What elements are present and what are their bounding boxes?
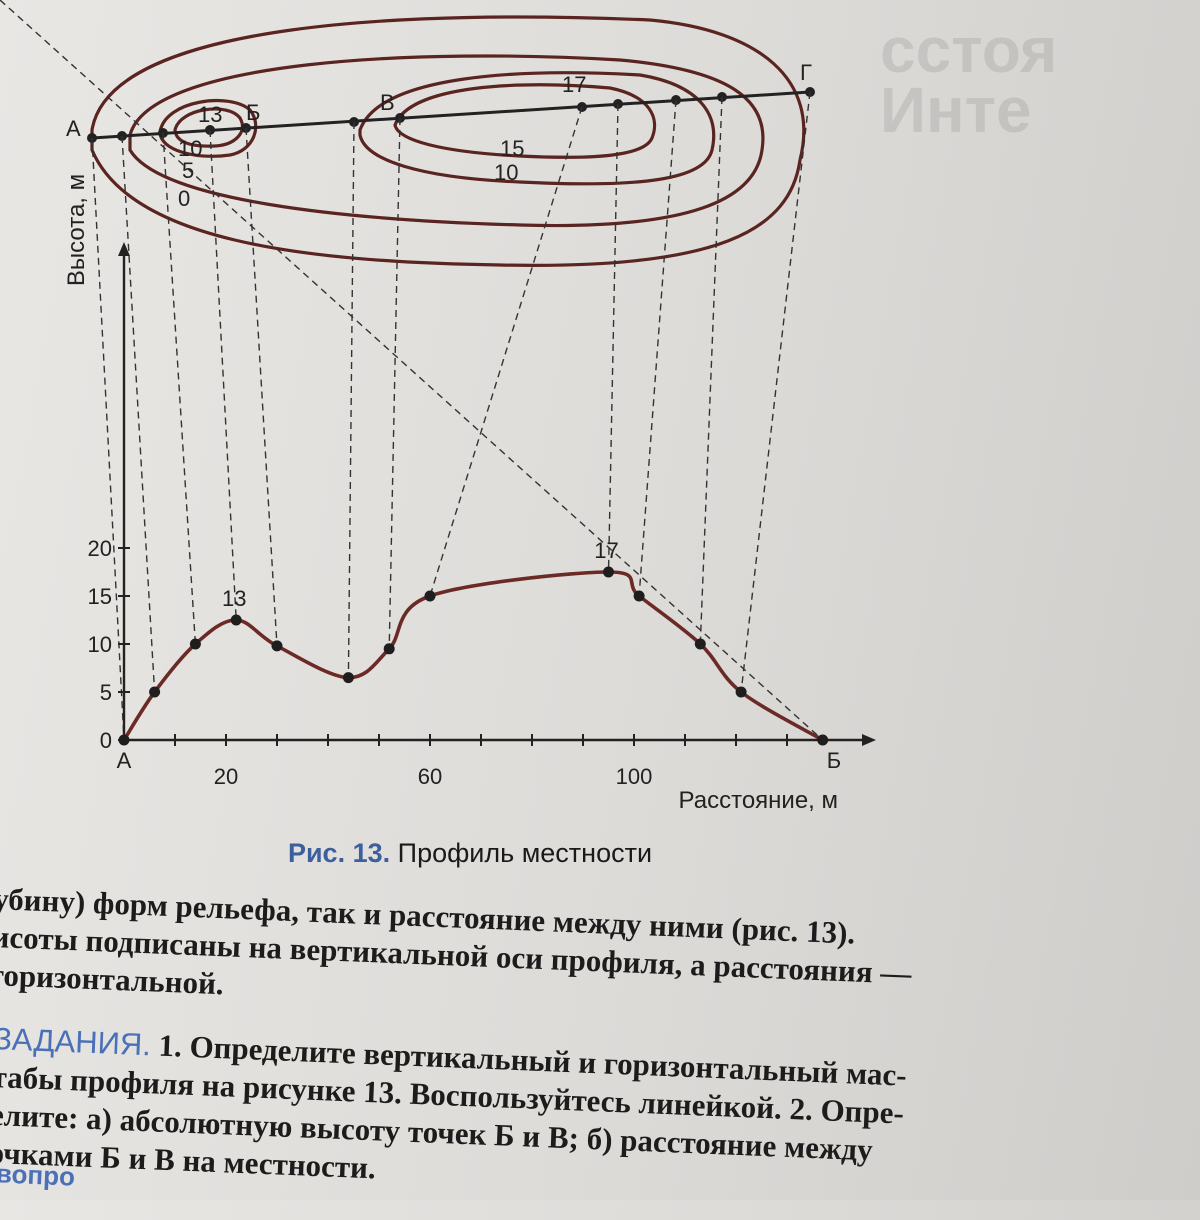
- profile-point: [735, 686, 747, 698]
- bleed-through-text: сстоя Инте: [880, 14, 1058, 146]
- y-tick-label: 20: [88, 536, 112, 561]
- tasks-block: ЗАДАНИЯ. 1. Определите вертикальный и го…: [0, 1020, 1200, 1220]
- contour-5-right: [128, 54, 765, 228]
- profile-point: [189, 638, 201, 650]
- profile-point: [230, 614, 242, 626]
- contour-label-13: 13: [198, 102, 222, 127]
- projection-guide: [607, 103, 619, 573]
- profile-point: [694, 638, 706, 650]
- contour-10-left: [158, 98, 258, 158]
- profile-point: [383, 643, 395, 655]
- x-axis-label: Расстояние, м: [679, 787, 838, 814]
- x-tick-label: 100: [616, 764, 653, 789]
- peak-annotation: 13: [222, 586, 246, 611]
- figure-caption: Рис. 13. Профиль местности: [0, 838, 940, 869]
- projection-guide: [638, 99, 677, 597]
- point-label-b: Б: [246, 100, 260, 125]
- projection-guide: [388, 117, 401, 649]
- caption-prefix: Рис.: [287, 838, 346, 868]
- projection-guide: [91, 137, 125, 741]
- next-section-heading: вопро: [0, 1158, 76, 1192]
- x-end-label-a: А: [117, 748, 132, 773]
- map-text: А Б В Г 13 10 5 0 17 15 10: [66, 60, 812, 211]
- y-tick-label: 0: [100, 728, 112, 753]
- profile-point: [342, 672, 354, 684]
- contour-outer-0: [90, 15, 806, 268]
- contour-label-17: 17: [562, 72, 586, 97]
- projection-guide: [209, 129, 237, 621]
- projection-guide: [121, 135, 156, 693]
- tasks-label: ЗАДАНИЯ.: [0, 1020, 152, 1063]
- point-label-a: А: [66, 116, 81, 141]
- profile-point: [424, 590, 436, 602]
- y-axis-arrow: [118, 242, 130, 256]
- point-label-g: Г: [800, 60, 812, 85]
- projection-guide: [347, 121, 355, 678]
- x-tick-label: 20: [214, 764, 238, 789]
- contour-15: [393, 83, 657, 159]
- profile-line-points: [87, 87, 815, 143]
- y-axis-label: Высота, м: [63, 174, 90, 286]
- contour-10-right: [358, 71, 716, 186]
- contour-13: [173, 107, 244, 148]
- profile-point: [149, 686, 161, 698]
- y-tick-label: 5: [100, 680, 112, 705]
- contour-label-10: 10: [178, 136, 202, 161]
- caption-text: Профиль местности: [397, 838, 653, 868]
- y-tick-label: 10: [88, 632, 112, 657]
- projection-guide: [740, 91, 811, 693]
- caption-number: 13.: [352, 838, 391, 868]
- body-paragraph: убину) форм рельефа, так и расстояние ме…: [0, 880, 1200, 1042]
- profile-point: [271, 640, 283, 652]
- bleed-line: сстоя: [880, 14, 1058, 86]
- profile-point: [633, 590, 645, 602]
- profile-point: [817, 734, 829, 746]
- contour-label-15: 15: [500, 136, 524, 161]
- projection-guide: [429, 106, 583, 597]
- profile-point: [603, 566, 614, 578]
- point-label-v: В: [380, 90, 395, 115]
- projection-guide: [245, 127, 278, 646]
- contour-map: [90, 15, 806, 268]
- x-tick-label: 60: [418, 764, 442, 789]
- projection-guide: [0, 0, 824, 741]
- contour-label-5: 5: [182, 158, 194, 183]
- x-end-label-b: Б: [827, 748, 841, 773]
- peak-annotation: 17: [594, 538, 618, 563]
- contour-label-10b: 10: [494, 160, 518, 185]
- contour-label-0: 0: [178, 186, 190, 211]
- profile-point: [118, 734, 130, 746]
- bleed-line: Инте: [880, 74, 1032, 146]
- projection-guide: [162, 132, 197, 645]
- x-axis-arrow: [862, 734, 876, 746]
- projection-guide: [699, 96, 723, 645]
- y-tick-label: 15: [88, 584, 112, 609]
